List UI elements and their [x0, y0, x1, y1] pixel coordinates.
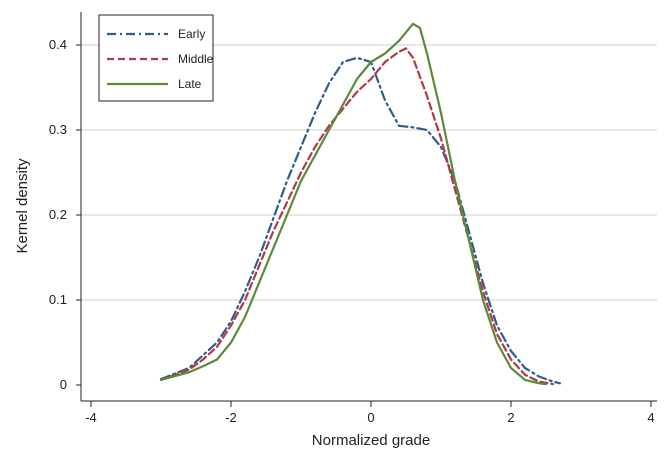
y-tick-label-1: 0.1 — [49, 292, 67, 307]
legend-label-early: Early — [178, 27, 205, 41]
y-tick-label-4: 0.4 — [49, 37, 67, 52]
y-tick-label-0: 0 — [60, 377, 67, 392]
legend-label-middle: Middle — [178, 52, 214, 66]
series-line-middle — [159, 47, 555, 386]
x-tick-label-0: -4 — [85, 410, 97, 425]
y-tick-label-2: 0.2 — [49, 207, 67, 222]
x-axis-title: Normalized grade — [312, 432, 430, 449]
y-axis-ticks: 0 0.1 0.2 0.3 0.4 — [49, 37, 81, 392]
x-tick-label-1: -2 — [225, 410, 237, 425]
x-axis-ticks: -4 -2 0 2 4 — [85, 401, 655, 425]
legend-items: Early Middle Late — [107, 27, 214, 91]
series-line-late — [159, 22, 548, 386]
y-axis-title: Kernel density — [14, 158, 31, 254]
series-lines — [159, 22, 562, 386]
y-tick-label-3: 0.3 — [49, 122, 67, 137]
legend-label-late: Late — [178, 77, 202, 91]
x-tick-label-4: 4 — [647, 410, 654, 425]
legend: Early Middle Late — [98, 14, 214, 102]
x-tick-label-3: 2 — [507, 410, 514, 425]
x-tick-label-2: 0 — [367, 410, 374, 425]
